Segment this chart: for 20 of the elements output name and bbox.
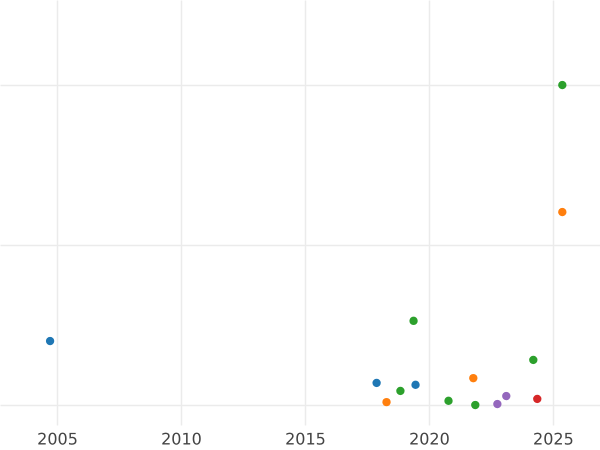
x-tick-label: 2015 — [285, 430, 326, 448]
point — [409, 316, 418, 326]
x-tick-label: 2010 — [161, 430, 202, 448]
point — [396, 386, 405, 396]
point — [46, 336, 54, 346]
point — [411, 380, 420, 390]
point — [382, 398, 391, 406]
point — [471, 400, 480, 410]
point — [558, 80, 566, 90]
point — [493, 400, 502, 408]
x-tick-label: 2020 — [409, 430, 450, 448]
point — [558, 208, 566, 216]
x-tick-label: 2025 — [533, 430, 574, 448]
point — [469, 374, 478, 382]
point — [444, 396, 453, 406]
point — [502, 392, 510, 400]
x-tick-label: 2005 — [37, 430, 78, 448]
point — [529, 356, 538, 364]
point — [372, 378, 381, 388]
point — [533, 394, 542, 404]
